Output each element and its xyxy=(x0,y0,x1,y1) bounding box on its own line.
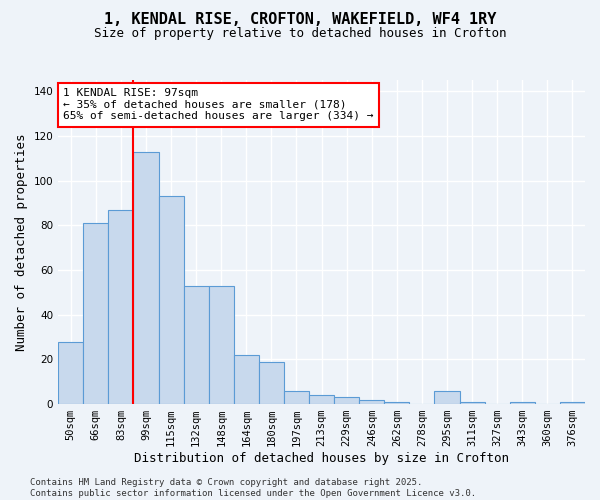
Bar xyxy=(259,362,284,404)
Bar xyxy=(58,342,83,404)
Bar xyxy=(109,210,133,404)
Bar xyxy=(133,152,158,404)
Bar xyxy=(184,286,209,404)
Bar xyxy=(560,402,585,404)
Bar xyxy=(334,398,359,404)
Bar xyxy=(385,402,409,404)
Bar xyxy=(234,355,259,404)
Bar xyxy=(510,402,535,404)
Y-axis label: Number of detached properties: Number of detached properties xyxy=(15,134,28,351)
Text: Contains HM Land Registry data © Crown copyright and database right 2025.
Contai: Contains HM Land Registry data © Crown c… xyxy=(30,478,476,498)
Bar xyxy=(158,196,184,404)
X-axis label: Distribution of detached houses by size in Crofton: Distribution of detached houses by size … xyxy=(134,452,509,465)
Text: 1, KENDAL RISE, CROFTON, WAKEFIELD, WF4 1RY: 1, KENDAL RISE, CROFTON, WAKEFIELD, WF4 … xyxy=(104,12,496,28)
Bar xyxy=(83,223,109,404)
Bar xyxy=(284,390,309,404)
Bar xyxy=(434,390,460,404)
Bar xyxy=(460,402,485,404)
Text: 1 KENDAL RISE: 97sqm
← 35% of detached houses are smaller (178)
65% of semi-deta: 1 KENDAL RISE: 97sqm ← 35% of detached h… xyxy=(64,88,374,122)
Bar xyxy=(209,286,234,404)
Bar xyxy=(359,400,385,404)
Bar xyxy=(309,395,334,404)
Text: Size of property relative to detached houses in Crofton: Size of property relative to detached ho… xyxy=(94,28,506,40)
